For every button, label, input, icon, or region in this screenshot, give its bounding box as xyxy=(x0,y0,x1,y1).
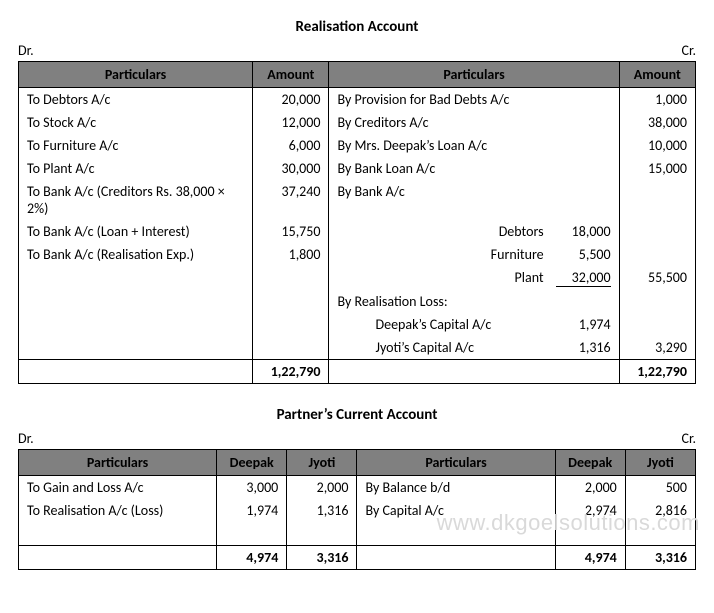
realisation-dr-label: Dr. xyxy=(18,42,34,59)
realisation-title: Realisation Account xyxy=(18,18,696,36)
th-deepak-dr: Deepak xyxy=(217,450,287,476)
table-row: To Bank A/c (Realisation Exp.) 1,800 Fur… xyxy=(19,243,696,266)
table-row: To Realisation A/c (Loss) 1,974 1,316 By… xyxy=(19,499,696,522)
table-row: Jyoti’s Capital A/c 1,316 3,290 xyxy=(19,336,696,360)
table-row: To Plant A/c 30,000 By Bank Loan A/c 15,… xyxy=(19,157,696,180)
table-row: Deepak’s Capital A/c 1,974 xyxy=(19,313,696,336)
table-row: To Bank A/c (Creditors Rs. 38,000 × 2%) … xyxy=(19,180,696,220)
table-row: To Furniture A/c 6,000 By Mrs. Deepak’s … xyxy=(19,134,696,157)
th-particulars-dr: Particulars xyxy=(19,62,253,88)
th-particulars-cr: Particulars xyxy=(357,450,555,476)
th-particulars-dr: Particulars xyxy=(19,450,217,476)
partner-table: Particulars Deepak Jyoti Particulars Dee… xyxy=(18,449,696,570)
th-amount-dr: Amount xyxy=(253,62,329,88)
table-row xyxy=(19,522,696,546)
partner-dr-label: Dr. xyxy=(18,430,34,447)
partner-title: Partner’s Current Account xyxy=(18,406,696,424)
table-row: Plant 32,000 55,500 xyxy=(19,266,696,290)
table-row: By Realisation Loss: xyxy=(19,290,696,313)
table-row: To Stock A/c 12,000 By Creditors A/c 38,… xyxy=(19,111,696,134)
realisation-cr-label: Cr. xyxy=(682,42,696,59)
realisation-table: Particulars Amount Particulars Amount To… xyxy=(18,61,696,384)
realisation-total-row: 1,22,790 1,22,790 xyxy=(19,360,696,384)
table-row: To Gain and Loss A/c 3,000 2,000 By Bala… xyxy=(19,476,696,500)
table-row: To Debtors A/c 20,000 By Provision for B… xyxy=(19,88,696,112)
th-amount-cr: Amount xyxy=(619,62,695,88)
partner-cr-label: Cr. xyxy=(682,430,696,447)
partner-total-row: 4,974 3,316 4,974 3,316 xyxy=(19,546,696,570)
th-particulars-cr: Particulars xyxy=(329,62,619,88)
th-jyoti-cr: Jyoti xyxy=(625,450,695,476)
th-jyoti-dr: Jyoti xyxy=(287,450,357,476)
th-deepak-cr: Deepak xyxy=(555,450,625,476)
table-row: To Bank A/c (Loan + Interest) 15,750 Deb… xyxy=(19,220,696,243)
